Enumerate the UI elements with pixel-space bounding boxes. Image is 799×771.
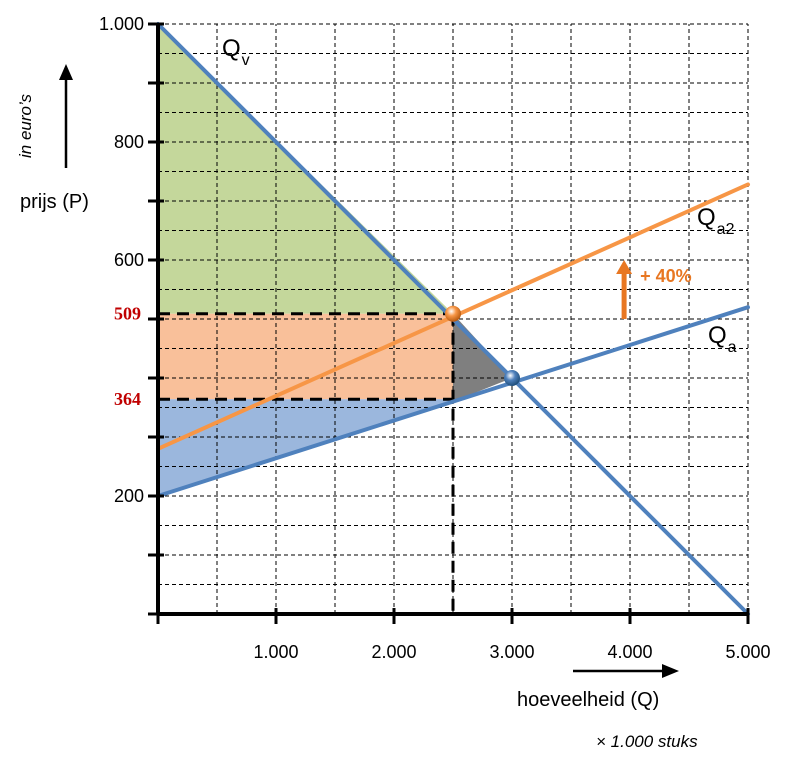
equilibrium-points [445, 305, 520, 386]
y-tick-label-highlight: 364 [114, 389, 141, 409]
producer-gain-area [158, 313, 453, 400]
shift-label: + 40% [640, 266, 692, 286]
y-axis-title: prijs (P) [20, 191, 89, 213]
x-direction-arrow-head [662, 664, 679, 678]
y-direction-arrow-head [59, 64, 73, 80]
curve-label-qv: Qv [222, 35, 250, 69]
y-unit-label: in euro’s [16, 94, 35, 158]
x-tick-label: 5.000 [725, 642, 770, 662]
supply-curve-qa [156, 305, 750, 498]
grid-lines [158, 23, 749, 614]
x-tick-label: 2.000 [371, 642, 416, 662]
reference-lines [158, 312, 455, 614]
x-tick-label: 3.000 [489, 642, 534, 662]
labels: 1.000 2.000 3.000 4.000 5.000 200 600 800 1.000 5… [59, 14, 771, 678]
y-tick-label: 1.000 [99, 14, 144, 34]
x-tick-label: 1.000 [253, 642, 298, 662]
equilibrium-point-original [504, 370, 520, 386]
y-tick-label: 800 [114, 132, 144, 152]
x-axis-title: hoeveelheid (Q) [517, 689, 659, 711]
y-tick-label: 600 [114, 250, 144, 270]
curve-label-qa2: Qa2 [697, 204, 735, 238]
y-tick-label-highlight: 509 [114, 304, 141, 324]
x-tick-label: 4.000 [607, 642, 652, 662]
x-unit-label: × 1.000 stuks [596, 732, 698, 751]
equilibrium-point-new [445, 305, 461, 322]
axes [148, 22, 750, 624]
y-tick-label: 200 [114, 486, 144, 506]
curve-label-qa: Qa [708, 322, 737, 356]
shift-arrow-head [616, 260, 633, 274]
